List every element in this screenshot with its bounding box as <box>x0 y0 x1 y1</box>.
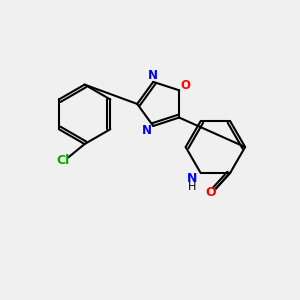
Text: O: O <box>206 186 216 199</box>
Text: N: N <box>186 172 197 185</box>
Text: Cl: Cl <box>56 154 70 167</box>
Text: N: N <box>142 124 152 137</box>
Text: H: H <box>188 182 196 192</box>
Text: O: O <box>181 79 191 92</box>
Text: N: N <box>148 69 158 82</box>
